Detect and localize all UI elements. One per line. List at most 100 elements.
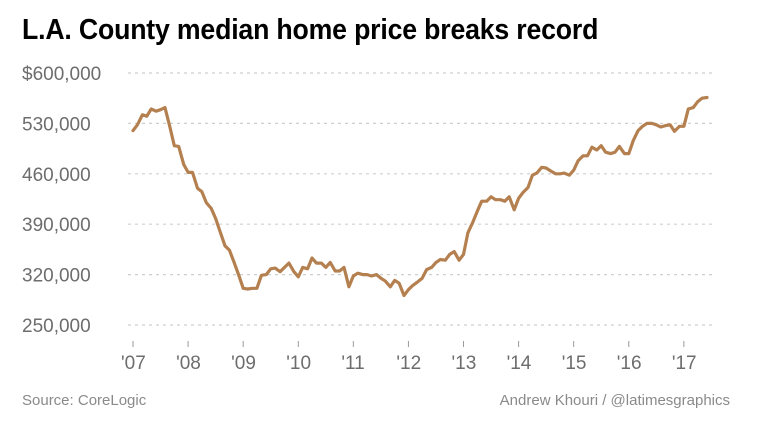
data-point [293,271,295,273]
data-point [582,155,584,157]
data-point [132,129,134,131]
data-point [504,200,506,202]
y-tick-label: $600,000 [22,64,101,85]
data-point [279,271,281,273]
data-point [205,201,207,203]
data-point [348,286,350,288]
data-point [201,191,203,193]
data-point [417,281,419,283]
y-tick-label: 460,000 [22,165,91,186]
x-tick-label: '09 [231,353,256,374]
data-point [191,171,193,173]
data-point [238,274,240,276]
data-point [517,197,519,199]
data-point [214,217,216,219]
data-point [490,196,492,198]
data-point [701,97,703,99]
data-point [306,268,308,270]
data-point [522,191,524,193]
series-line-median-price [131,95,709,298]
data-point [398,282,400,284]
data-point [187,171,189,173]
data-point [513,209,515,211]
data-point [384,280,386,282]
data-point [683,125,685,127]
data-point [600,145,602,147]
x-axis-ticks: '07 '08 '09 '10 '11 '12 '13 '14 '15 '16 '17 [121,341,697,374]
data-point [678,125,680,127]
data-point [370,275,372,277]
data-point [604,151,606,153]
data-point [453,250,455,252]
data-point [618,145,620,147]
data-point [541,166,543,168]
data-point [219,230,221,232]
data-point [467,232,469,234]
data-point [458,259,460,261]
data-point [545,167,547,169]
data-point [494,199,496,201]
data-point [274,267,276,269]
data-point [407,289,409,291]
data-point [251,287,253,289]
data-point [660,126,662,128]
data-point [568,174,570,176]
data-point [508,196,510,198]
data-point [435,261,437,263]
data-point [155,110,157,112]
data-point [641,125,643,127]
data-point [183,163,185,165]
data-point [623,152,625,154]
chart-title: L.A. County median home price breaks rec… [22,14,599,46]
data-point [706,96,708,98]
data-point [536,172,538,174]
data-point [315,262,317,264]
data-point [297,276,299,278]
x-tick-label: '15 [562,353,587,374]
data-point [146,115,148,117]
data-point [196,187,198,189]
data-point [242,287,244,289]
data-point [343,266,345,268]
x-tick-label: '13 [452,353,477,374]
data-point [637,129,639,131]
data-point [696,101,698,103]
data-point [394,279,396,281]
data-point [256,287,258,289]
data-point [476,210,478,212]
data-point [320,262,322,264]
data-point [614,151,616,153]
data-point [357,272,359,274]
y-axis-tick-labels: $600,000 530,000 460,000 390,000 320,000 250,… [22,64,101,337]
data-point [375,273,377,275]
data-point [563,172,565,174]
data-point [499,199,501,201]
data-point [164,106,166,108]
data-point [577,160,579,162]
data-point [329,261,331,263]
data-point [389,286,391,288]
data-point [692,106,694,108]
data-point [421,277,423,279]
data-point [573,169,575,171]
data-point [228,249,230,251]
data-point [651,122,653,124]
data-point [527,186,529,188]
data-point [412,284,414,286]
data-point [334,270,336,272]
data-point [687,108,689,110]
data-point [150,108,152,110]
x-tick-label: '16 [617,353,642,374]
source-note: Source: CoreLogic [22,392,147,409]
data-point [628,152,630,154]
data-point [449,253,451,255]
data-point [425,268,427,270]
data-point [462,253,464,255]
data-point [265,273,267,275]
data-point [609,152,611,154]
data-point [173,145,175,147]
data-point [596,149,598,151]
byline-credit: Andrew Khouri / @latimesgraphics [499,392,730,409]
data-point [586,155,588,157]
